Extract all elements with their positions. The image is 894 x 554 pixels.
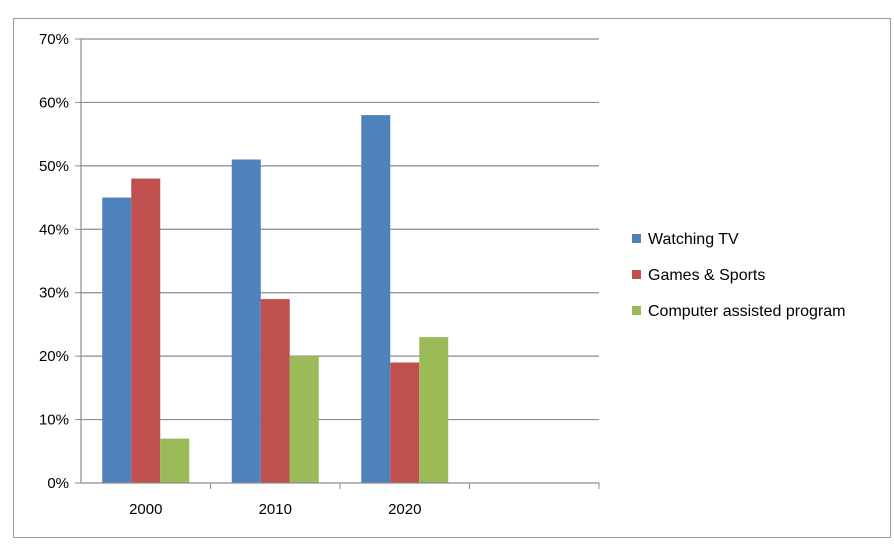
bar-games-sports-2000 <box>131 178 161 484</box>
bar-games-sports-2020 <box>390 362 420 483</box>
y-tick-label: 0% <box>47 475 69 492</box>
gridlines <box>81 38 599 421</box>
x-axis-ticks: 2000 2010 2020 <box>129 483 600 518</box>
y-tick-label: 30% <box>39 285 69 302</box>
y-tick-label: 50% <box>39 158 69 175</box>
y-tick-label: 70% <box>39 31 69 48</box>
bar-computer-assisted-program-2010 <box>289 356 319 483</box>
bar-watching-tv-2010 <box>231 159 261 483</box>
legend-swatch <box>632 270 641 279</box>
y-tick-label: 10% <box>39 412 69 429</box>
x-tick-label: 2000 <box>129 501 162 518</box>
bar-computer-assisted-program-2020 <box>419 337 449 483</box>
bar-watching-tv-2020 <box>361 115 391 483</box>
bars <box>102 115 449 484</box>
y-tick-label: 40% <box>39 221 69 238</box>
y-axis-ticks: 0% 10% 20% 30% 40% 50% 60% 70% <box>39 31 81 492</box>
bar-games-sports-2010 <box>260 299 290 483</box>
legend-label: Watching TV <box>648 231 739 248</box>
legend-label: Games & Sports <box>648 267 765 284</box>
bar-watching-tv-2000 <box>102 197 132 484</box>
y-tick-label: 60% <box>39 94 69 111</box>
x-tick-label: 2010 <box>259 501 292 518</box>
legend-label: Computer assisted program <box>648 303 845 320</box>
bar-computer-assisted-program-2000 <box>160 438 190 483</box>
legend-swatch <box>632 306 641 315</box>
legend-swatch <box>632 234 641 243</box>
legend: Watching TV Games & Sports Computer assist… <box>632 231 845 320</box>
x-tick-label: 2020 <box>388 501 421 518</box>
y-tick-label: 20% <box>39 348 69 365</box>
